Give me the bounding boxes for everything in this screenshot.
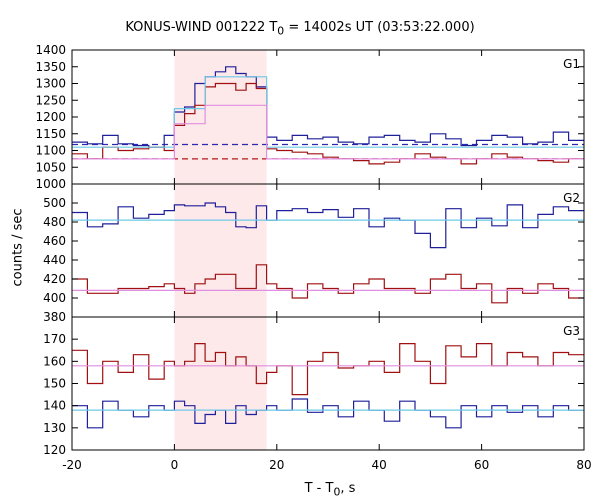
g3-y-tick-label: 140 [43, 399, 66, 413]
g1-fit-pink [72, 104, 584, 160]
shaded-interval [174, 50, 267, 450]
g1-y-tick-label: 1050 [35, 160, 66, 174]
title-prefix: KONUS-WIND 001222 T [125, 20, 278, 35]
g1-y-tick-label: 1150 [35, 127, 66, 141]
g2-panel-label: G2 [563, 191, 580, 205]
x-tick-label: 0 [171, 458, 179, 472]
g2-series-blue [72, 202, 584, 249]
g1-y-tick-label: 1250 [35, 93, 66, 107]
g1-panel-label: G1 [563, 57, 580, 71]
title-suffix: = 14002s UT (03:53:22.000) [284, 20, 475, 35]
chart-title: KONUS-WIND 001222 T0 = 14002s UT (03:53:… [0, 20, 600, 38]
g3-frame [71, 316, 585, 451]
g2-y-tick-label: 420 [43, 272, 66, 286]
x-tick-label: 60 [474, 458, 489, 472]
g3-panel-label: G3 [563, 324, 580, 338]
x-tick-label: 20 [269, 458, 284, 472]
xlabel-prefix: T - T [304, 481, 334, 496]
g2-series-red [72, 264, 584, 304]
g1-frame [71, 49, 585, 185]
g2-y-tick-label: 460 [43, 234, 66, 248]
g3-series-blue [72, 398, 584, 429]
g3-y-tick-label: 130 [43, 421, 66, 435]
g1-y-tick-label: 1350 [35, 60, 66, 74]
xlabel-subscript: 0 [333, 485, 341, 499]
g3-y-tick-label: 160 [43, 354, 66, 368]
g2-y-tick-label: 500 [43, 196, 66, 210]
x-tick-label: 80 [576, 458, 591, 472]
g1-y-tick-label: 1000 [35, 177, 66, 191]
xlabel-suffix: , s [340, 481, 356, 496]
g2-y-tick-label: 380 [43, 310, 66, 324]
g3-series-red [72, 343, 584, 396]
x-axis-label: T - T0, s [250, 481, 410, 499]
g1-y-tick-label: 1300 [35, 77, 66, 91]
g1-series-red [72, 82, 584, 165]
g1-series-blue [72, 66, 584, 148]
g1-y-tick-label: 1100 [35, 144, 66, 158]
g3-y-tick-label: 150 [43, 377, 66, 391]
g2-y-tick-label: 440 [43, 253, 66, 267]
g3-y-tick-label: 120 [43, 443, 66, 457]
g1-y-tick-label: 1200 [35, 110, 66, 124]
title-subscript: 0 [277, 24, 285, 38]
y-axis-label: counts / sec [10, 208, 26, 287]
x-tick-label: 40 [372, 458, 387, 472]
x-tick-label: -20 [62, 458, 82, 472]
g3-y-tick-label: 170 [43, 332, 66, 346]
g2-y-tick-label: 480 [43, 215, 66, 229]
g1-y-tick-label: 1400 [35, 43, 66, 57]
g2-y-tick-label: 400 [43, 291, 66, 305]
